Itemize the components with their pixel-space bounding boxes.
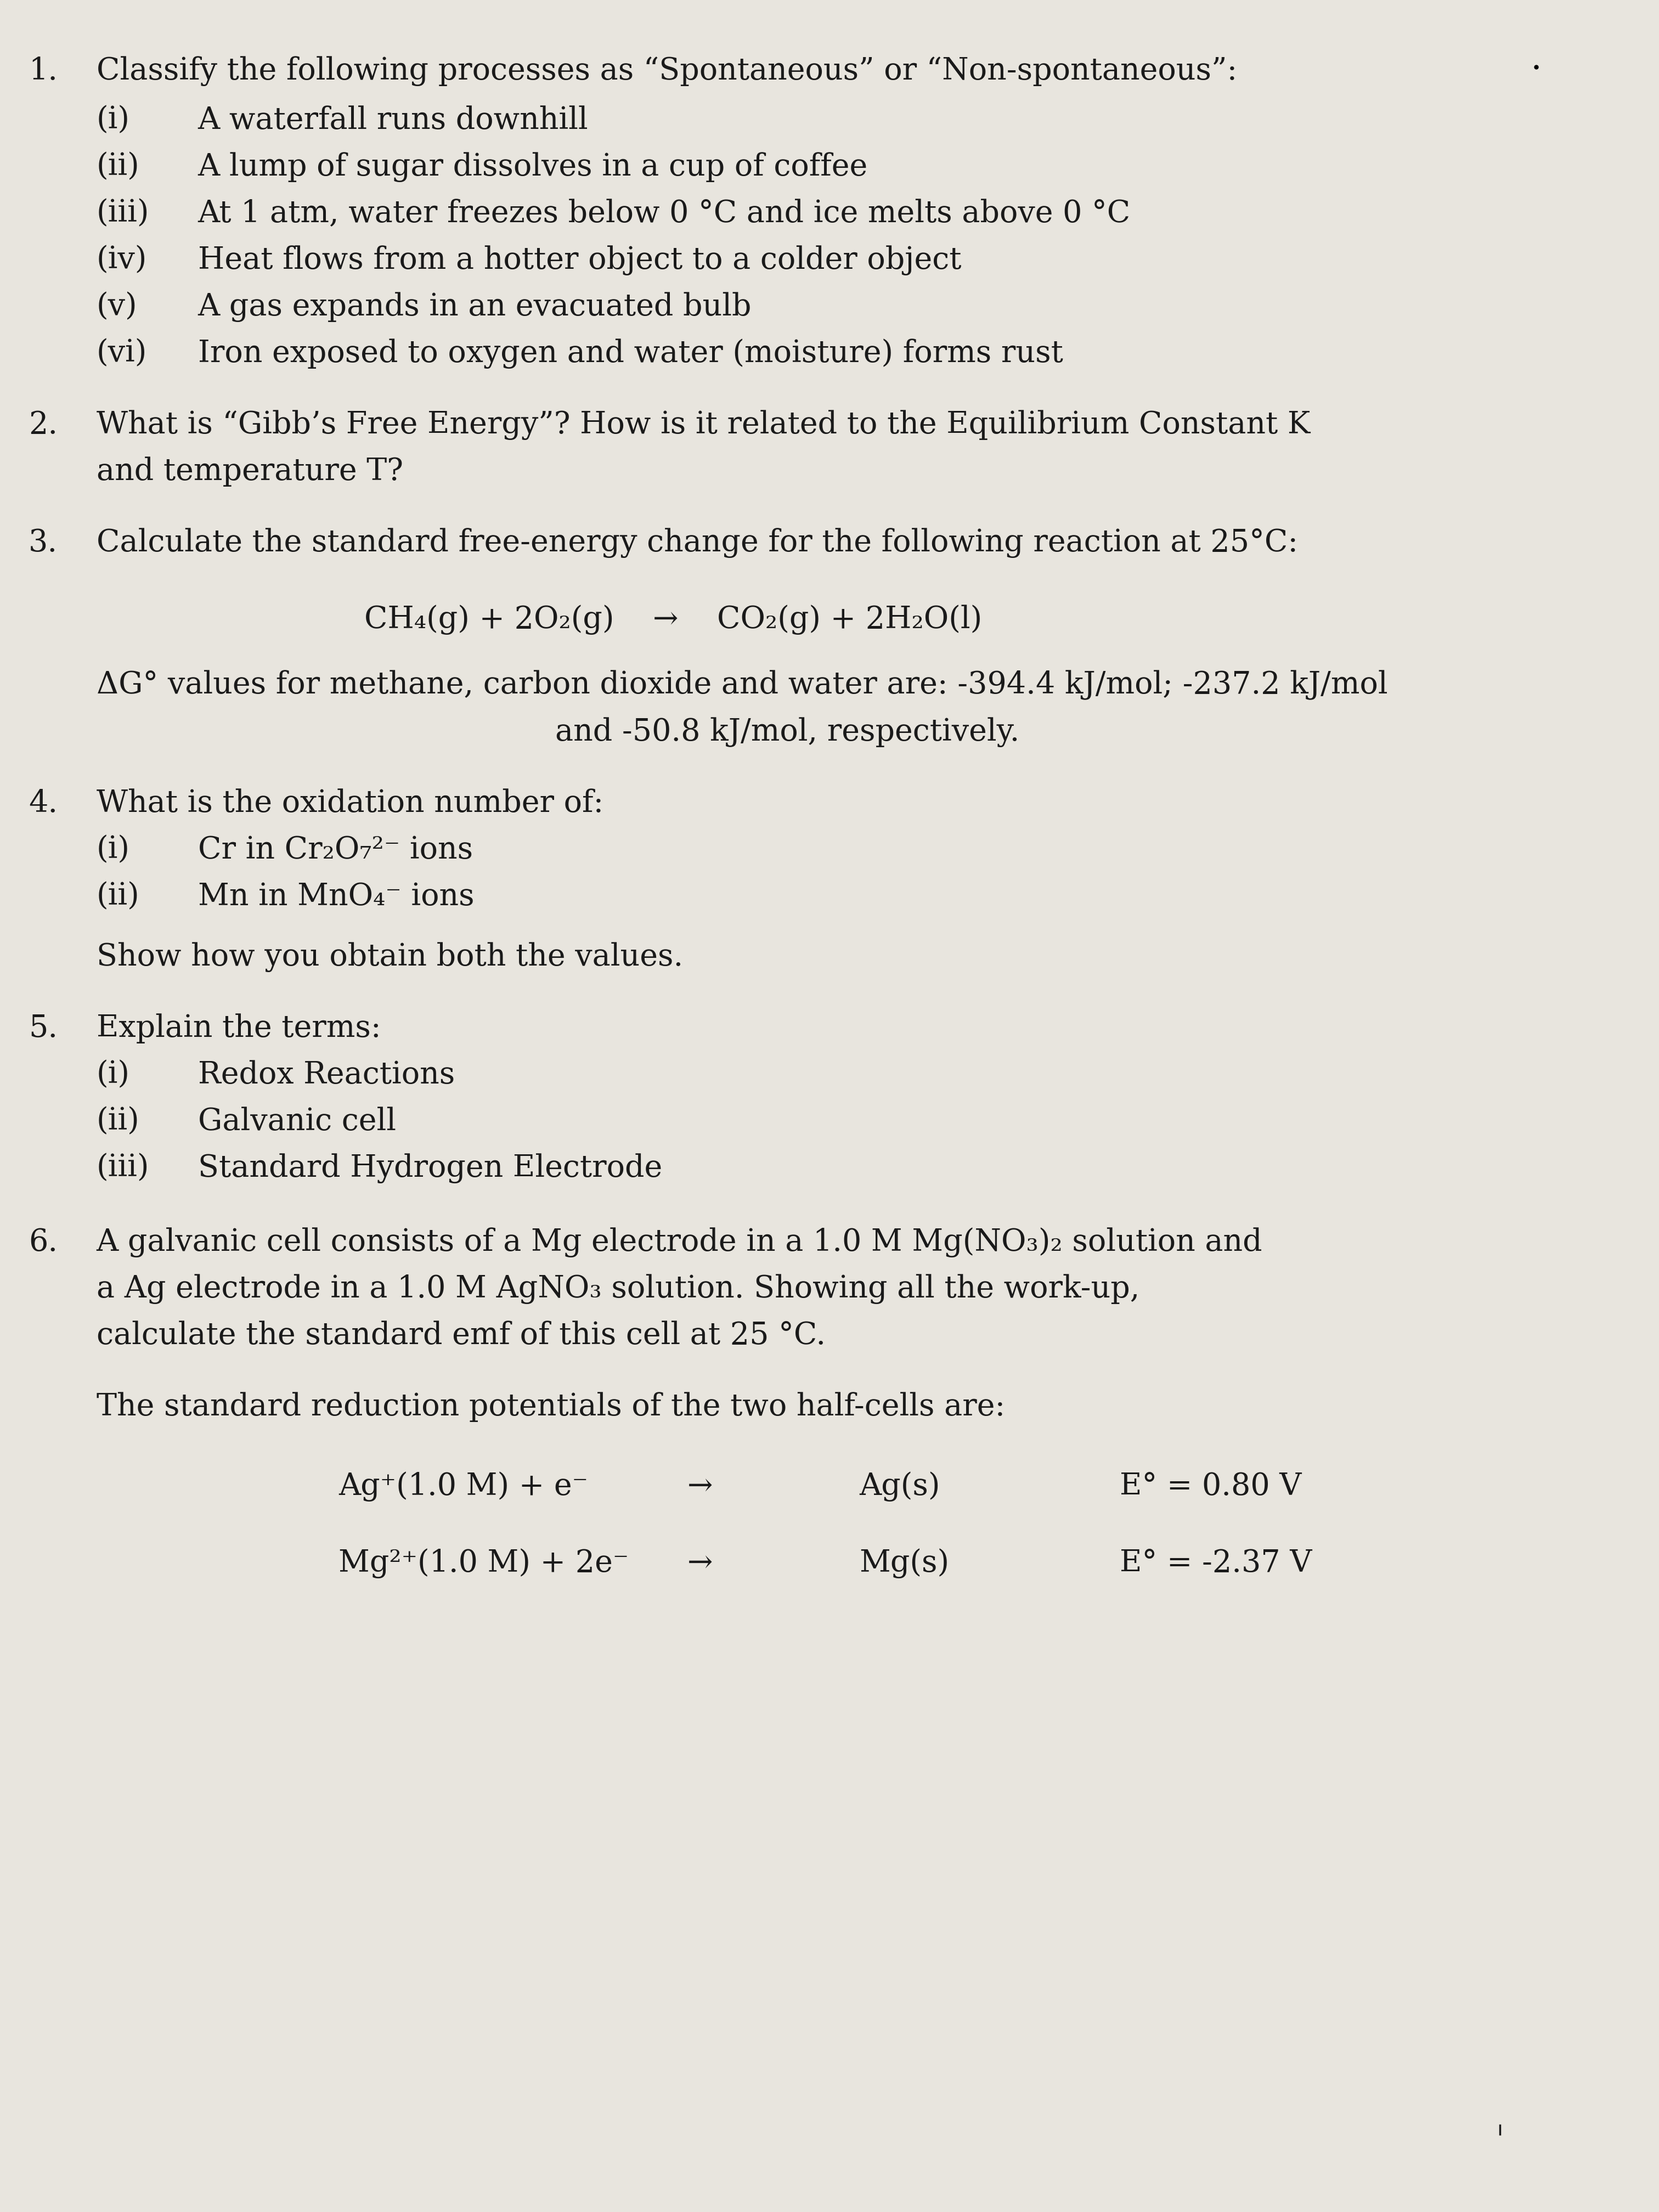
Text: (i): (i) [96, 834, 129, 865]
Text: (iii): (iii) [96, 199, 149, 228]
Text: calculate the standard emf of this cell at 25 °C.: calculate the standard emf of this cell … [96, 1321, 826, 1352]
Text: A lump of sugar dissolves in a cup of coffee: A lump of sugar dissolves in a cup of co… [197, 153, 868, 181]
Text: Ag⁺(1.0 M) + e⁻: Ag⁺(1.0 M) + e⁻ [338, 1471, 589, 1502]
Text: Show how you obtain both the values.: Show how you obtain both the values. [96, 942, 684, 971]
Text: Ag(s): Ag(s) [859, 1471, 941, 1502]
Text: a Ag electrode in a 1.0 M AgNO₃ solution. Showing all the work-up,: a Ag electrode in a 1.0 M AgNO₃ solution… [96, 1274, 1140, 1303]
Text: At 1 atm, water freezes below 0 °C and ice melts above 0 °C: At 1 atm, water freezes below 0 °C and i… [197, 199, 1131, 228]
Text: E° = 0.80 V: E° = 0.80 V [1120, 1471, 1301, 1502]
Text: and temperature T?: and temperature T? [96, 456, 403, 487]
Text: (i): (i) [96, 1060, 129, 1091]
Text: Iron exposed to oxygen and water (moisture) forms rust: Iron exposed to oxygen and water (moistu… [197, 338, 1063, 369]
Text: A gas expands in an evacuated bulb: A gas expands in an evacuated bulb [197, 292, 752, 323]
Text: Explain the terms:: Explain the terms: [96, 1013, 382, 1044]
Text: E° = -2.37 V: E° = -2.37 V [1120, 1548, 1312, 1577]
Text: (vi): (vi) [96, 338, 148, 369]
Text: (ii): (ii) [96, 1106, 139, 1137]
Text: (i): (i) [96, 106, 129, 135]
Text: A waterfall runs downhill: A waterfall runs downhill [197, 106, 589, 135]
Text: Classify the following processes as “Spontaneous” or “Non-spontaneous”:: Classify the following processes as “Spo… [96, 55, 1238, 86]
Text: 4.: 4. [28, 787, 58, 818]
Text: Heat flows from a hotter object to a colder object: Heat flows from a hotter object to a col… [197, 246, 961, 274]
Text: CH₄(g) + 2O₂(g)    →    CO₂(g) + 2H₂O(l): CH₄(g) + 2O₂(g) → CO₂(g) + 2H₂O(l) [365, 604, 982, 635]
Text: (iv): (iv) [96, 246, 148, 274]
Text: (ii): (ii) [96, 883, 139, 911]
Text: →: → [687, 1548, 713, 1577]
Text: Redox Reactions: Redox Reactions [197, 1060, 455, 1091]
Text: 5.: 5. [28, 1013, 58, 1044]
Text: What is the oxidation number of:: What is the oxidation number of: [96, 787, 604, 818]
Text: What is “Gibb’s Free Energy”? How is it related to the Equilibrium Constant K: What is “Gibb’s Free Energy”? How is it … [96, 409, 1311, 440]
Text: Mg(s): Mg(s) [859, 1548, 949, 1577]
Text: ΔG° values for methane, carbon dioxide and water are: -394.4 kJ/mol; -237.2 kJ/m: ΔG° values for methane, carbon dioxide a… [96, 670, 1387, 701]
Text: 6.: 6. [28, 1228, 58, 1256]
Text: A galvanic cell consists of a Mg electrode in a 1.0 M Mg(NO₃)₂ solution and: A galvanic cell consists of a Mg electro… [96, 1228, 1262, 1256]
Text: Cr in Cr₂O₇²⁻ ions: Cr in Cr₂O₇²⁻ ions [197, 834, 473, 865]
Text: and -50.8 kJ/mol, respectively.: and -50.8 kJ/mol, respectively. [556, 717, 1020, 748]
Text: 2.: 2. [28, 409, 58, 440]
Text: (v): (v) [96, 292, 138, 323]
Text: 3.: 3. [28, 529, 58, 557]
Text: Calculate the standard free-energy change for the following reaction at 25°C:: Calculate the standard free-energy chang… [96, 529, 1297, 557]
Text: (iii): (iii) [96, 1152, 149, 1183]
Text: (ii): (ii) [96, 153, 139, 181]
Text: Mn in MnO₄⁻ ions: Mn in MnO₄⁻ ions [197, 883, 474, 911]
Text: →: → [687, 1471, 713, 1502]
Text: The standard reduction potentials of the two half-cells are:: The standard reduction potentials of the… [96, 1391, 1005, 1422]
Text: Mg²⁺(1.0 M) + 2e⁻: Mg²⁺(1.0 M) + 2e⁻ [338, 1548, 629, 1577]
Text: Galvanic cell: Galvanic cell [197, 1106, 397, 1137]
Text: 1.: 1. [28, 55, 58, 86]
Text: Standard Hydrogen Electrode: Standard Hydrogen Electrode [197, 1152, 662, 1183]
